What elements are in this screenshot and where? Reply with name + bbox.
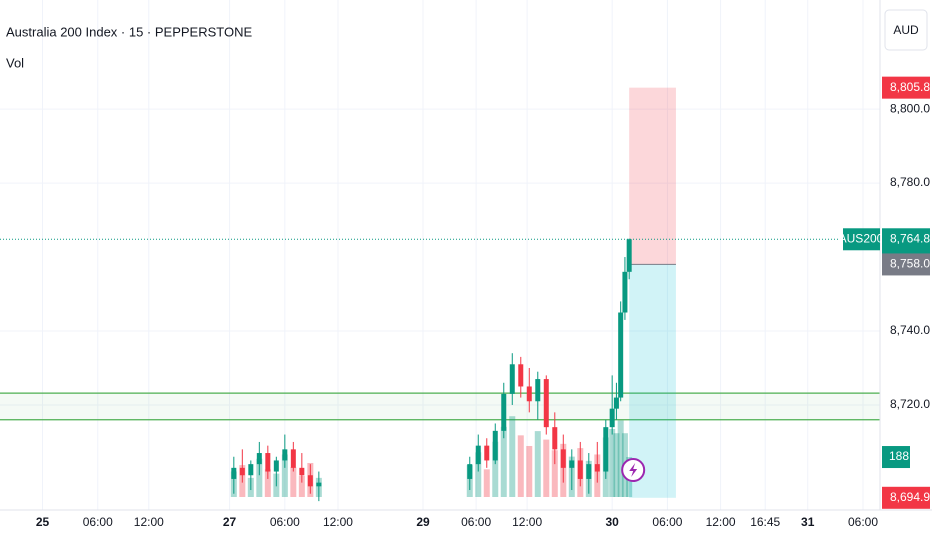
volume-label: 188 (889, 449, 909, 463)
candle-body (552, 427, 558, 450)
axes: 8,720.0 8,740.0 8,780.0 8,800.0 25 06:00 12:00… (36, 76, 930, 529)
x-tick-label: 06:00 (83, 515, 113, 529)
candle-body (265, 453, 271, 472)
x-tick-label: 31 (801, 515, 815, 529)
candle-body (603, 427, 609, 472)
stop-zone (629, 87, 676, 265)
x-tick-label: 16:45 (750, 515, 780, 529)
candle-body (256, 453, 262, 465)
volume-bar (534, 431, 541, 497)
x-tick-label: 12:00 (512, 515, 542, 529)
volume-bar (475, 452, 482, 497)
volume-bar (492, 441, 499, 497)
price-label: 8,694.9 (890, 490, 930, 504)
candle-body (586, 464, 592, 479)
volume-bar (483, 469, 490, 497)
candle-body (239, 467, 245, 476)
candle-body (609, 408, 615, 428)
candle-body (299, 467, 305, 476)
candle-body (307, 475, 313, 487)
candle-body (526, 386, 532, 402)
candle-body (501, 393, 507, 431)
candle-body (577, 460, 583, 479)
volume-bar (500, 426, 507, 497)
candle-body (273, 460, 279, 472)
price-label-box (882, 253, 930, 276)
volume-bar (517, 435, 524, 497)
volume-bar (609, 428, 616, 497)
volume-label-box (882, 446, 910, 469)
volume-bar (551, 450, 558, 497)
candle-body (316, 482, 322, 487)
chart-title: Australia 200 Index · 15 · PEPPERSTONE (6, 24, 252, 39)
indicator-label: Vol (6, 55, 24, 70)
candle-body (248, 464, 254, 476)
currency-button[interactable] (884, 9, 928, 51)
symbol-tag (843, 228, 880, 251)
volume-bar (281, 454, 288, 497)
y-tick-label: 8,740.0 (890, 323, 930, 337)
alert-bolt (629, 463, 638, 477)
candle-body (231, 467, 237, 479)
price-label: 8,764.8 (890, 231, 930, 245)
candle-body (282, 449, 288, 461)
candle-body (484, 445, 490, 461)
candle-body (618, 312, 624, 398)
y-tick-label: 8,780.0 (890, 175, 930, 189)
candle-body (560, 449, 566, 468)
x-tick-label: 30 (605, 515, 619, 529)
candle-body (622, 271, 628, 313)
candle-body (290, 449, 296, 468)
candle-body (518, 364, 524, 387)
candle-body (594, 464, 600, 472)
y-tick-label: 8,800.0 (890, 101, 930, 115)
candle-body (492, 430, 498, 461)
x-tick-label: 12:00 (323, 515, 353, 529)
plot (0, 87, 880, 502)
symbol-label: AUS200 (839, 231, 884, 245)
candle-body (626, 239, 632, 272)
level-zone (0, 393, 880, 420)
x-tick-label: 06:00 (461, 515, 491, 529)
candle-body (569, 460, 575, 468)
volume-bar (613, 433, 620, 497)
volume-bar (290, 467, 297, 497)
x-tick-label: 27 (223, 515, 237, 529)
volume-bar (256, 458, 263, 497)
y-tick-label: 8,720.0 (890, 397, 930, 411)
candle-body (543, 379, 549, 428)
candle-body (509, 364, 515, 394)
volume-bar (543, 439, 550, 497)
x-tick-label: 12:00 (134, 515, 164, 529)
volume-bar (526, 445, 533, 497)
price-label: 8,805.8 (890, 80, 930, 94)
x-tick-label: 25 (36, 515, 50, 529)
x-tick-label: 12:00 (706, 515, 736, 529)
volume-bar (298, 475, 305, 497)
volume-bar (617, 420, 624, 497)
price-label-box (882, 486, 930, 509)
price-label: 8,758.0 (890, 257, 930, 271)
x-tick-label: 29 (416, 515, 430, 529)
volume-bar (264, 469, 271, 497)
price-label-box (882, 76, 930, 99)
candle-body (475, 445, 481, 465)
candle-body (467, 464, 473, 479)
x-tick-label: 06:00 (270, 515, 300, 529)
volume-bar (509, 416, 516, 497)
x-tick-label: 06:00 (652, 515, 682, 529)
x-tick-label: 06:00 (848, 515, 878, 529)
currency[interactable]: AUD (893, 23, 919, 37)
candle-body (613, 397, 619, 409)
candle-body (535, 379, 541, 402)
